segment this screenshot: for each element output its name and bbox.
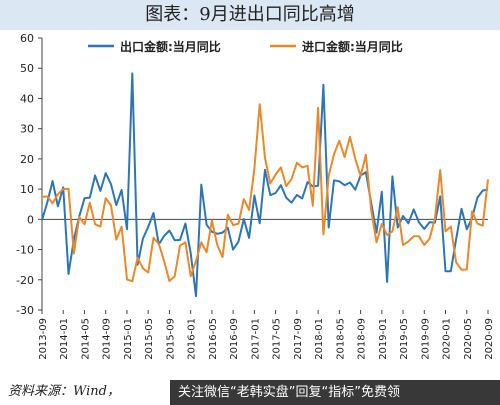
y-tick-label: -30 [16,304,34,317]
x-tick-label: 2019-09 [420,318,431,360]
x-tick-label: 2019-05 [399,318,410,360]
x-tick-label: 2014-05 [80,318,91,360]
line-chart: -30 -20 -10 0 10 20 30 40 50 60 2013-09 2014-01 2014… [16,32,495,360]
x-tick-label: 2014-01 [59,318,70,360]
x-tick-label: 2016-01 [187,318,198,360]
x-tick-label: 2016-05 [208,318,219,360]
x-tick-label: 2020-09 [484,318,495,360]
series-line-import [41,103,489,283]
x-tick-label: 2015-09 [165,318,176,360]
chart-title: 图表：9月进出口同比高增 [0,0,500,30]
legend-label: 进口金额:当月同比 [302,39,403,54]
chart-series [41,72,489,298]
x-tick-label: 2015-01 [123,318,134,360]
x-tick-label: 2020-05 [463,318,474,360]
x-tick-label: 2018-01 [314,318,325,360]
x-tick-label: 2017-09 [293,318,304,360]
x-tick-label: 2013-09 [38,318,49,360]
x-tick-label: 2015-05 [144,318,155,360]
x-tick-label: 2019-01 [378,318,389,360]
x-tick-label: 2017-05 [272,318,283,360]
y-tick-label: 10 [20,183,34,196]
y-tick-label: 60 [20,32,34,45]
y-tick-label: 50 [20,62,34,75]
x-tick-label: 2018-05 [335,318,346,360]
y-tick-label: 0 [27,213,34,226]
chart-legend: 出口金额:当月同比 进口金额:当月同比 [88,39,403,54]
wechat-overlay-banner[interactable]: 关注微信“老韩实盘”回复“指标”免费领 [170,380,500,405]
x-tick-label: 2017-01 [250,318,261,360]
series-line-export [41,72,489,298]
x-tick-label: 2014-09 [102,318,113,360]
source-note: 资料来源：Wind， [8,384,120,399]
x-tick-label: 2018-09 [357,318,368,360]
y-tick-label: -20 [16,274,34,287]
y-tick-label: 20 [20,153,34,166]
x-tick-label: 2020-01 [442,318,453,360]
y-tick-label: 30 [20,123,34,136]
y-tick-label: -10 [16,244,34,257]
x-tick-label: 2016-09 [229,318,240,360]
legend-label: 出口金额:当月同比 [120,39,221,54]
chart-axes: -30 -20 -10 0 10 20 30 40 50 60 2013-09 2014-01 2014… [16,32,495,360]
y-tick-label: 40 [20,92,34,105]
